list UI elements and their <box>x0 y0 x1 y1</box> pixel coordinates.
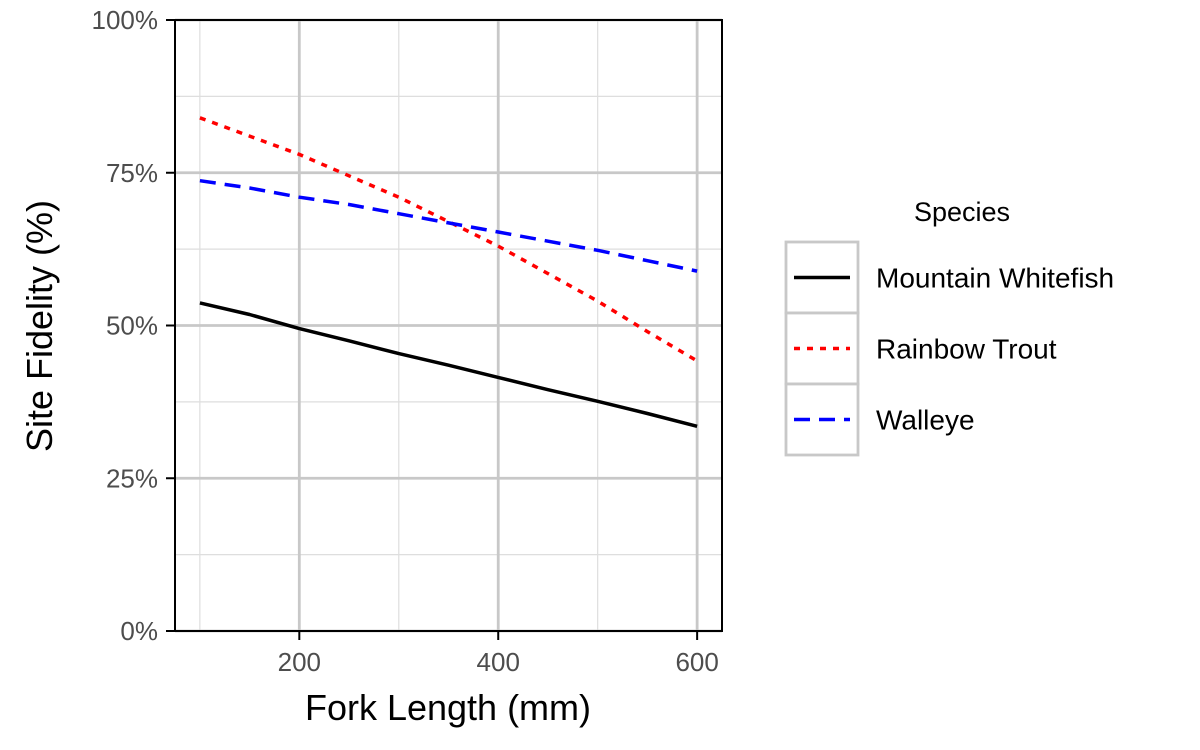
series-lines <box>199 116 698 428</box>
series-line-mountain-whitefish <box>199 301 698 428</box>
y-tick-label: 100% <box>92 5 159 35</box>
legend-label: Mountain Whitefish <box>876 263 1114 294</box>
tick-labels: 200 400 600 0% 25% 50% 75% 100% <box>92 5 719 677</box>
series-line-walleye <box>199 178 698 273</box>
grid <box>175 18 722 633</box>
x-axis-title: Fork Length (mm) <box>305 687 591 728</box>
legend-items: Mountain Whitefish Rainbow Trout Walleye <box>784 240 1114 457</box>
x-tick-label: 200 <box>278 647 321 677</box>
x-tick-label: 600 <box>675 647 718 677</box>
y-tick-label: 25% <box>106 463 158 493</box>
series-line-rainbow-trout <box>199 116 698 363</box>
legend-label: Rainbow Trout <box>876 334 1057 365</box>
axes <box>166 19 723 640</box>
y-tick-label: 0% <box>120 616 158 646</box>
y-tick-label: 50% <box>106 311 158 341</box>
y-axis-title: Site Fidelity (%) <box>19 200 60 452</box>
legend-title: Species <box>914 197 1010 227</box>
x-tick-label: 400 <box>477 647 520 677</box>
y-tick-label: 75% <box>106 158 158 188</box>
legend-label: Walleye <box>876 405 975 436</box>
legend: Species Mountain Whitefish Rainbow Trout W… <box>784 197 1114 457</box>
